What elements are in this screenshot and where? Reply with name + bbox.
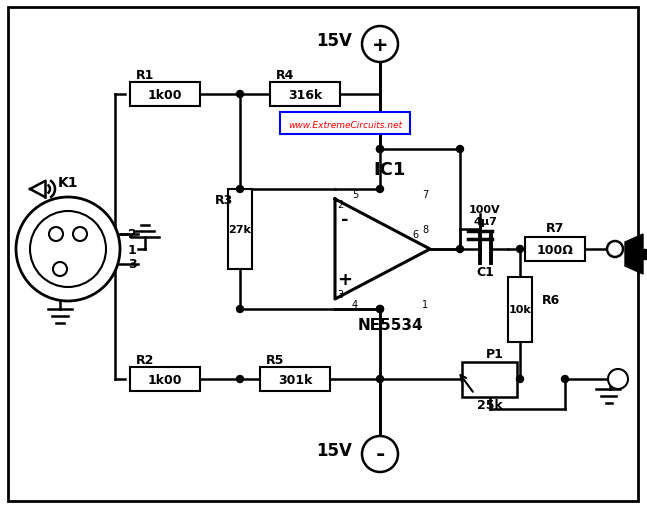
Text: 15V: 15V [316,441,352,459]
Circle shape [73,228,87,242]
Text: 2: 2 [128,228,137,241]
Circle shape [30,212,106,288]
Text: P1: P1 [486,347,504,360]
Circle shape [362,436,398,472]
Text: 1k00: 1k00 [148,373,182,386]
Text: www.ExtremeCircuits.net: www.ExtremeCircuits.net [288,120,402,129]
Circle shape [377,146,384,153]
Circle shape [377,146,384,153]
Text: -: - [375,444,385,464]
Text: K1: K1 [58,176,78,190]
Polygon shape [335,200,430,299]
Circle shape [608,369,628,389]
Text: 1: 1 [422,299,428,309]
Text: 1k00: 1k00 [148,89,182,101]
Circle shape [377,376,384,383]
Text: 4: 4 [352,299,358,309]
Text: R2: R2 [136,353,154,366]
Text: 2: 2 [337,200,343,210]
Bar [463,362,518,397]
Circle shape [237,306,243,313]
Bar [130,83,200,107]
Text: 5: 5 [352,190,358,200]
Text: IC1: IC1 [374,161,406,179]
Circle shape [53,263,67,276]
Text: C1: C1 [476,265,494,278]
Text: R1: R1 [136,68,154,81]
Polygon shape [643,249,647,260]
Text: R4: R4 [276,68,294,81]
Circle shape [516,246,523,253]
Text: 316k: 316k [288,89,322,101]
Text: R7: R7 [546,221,564,234]
Circle shape [362,27,398,63]
Text: 3: 3 [128,258,137,271]
Bar [270,83,340,107]
Circle shape [16,197,120,301]
Circle shape [377,306,384,313]
Circle shape [237,186,243,193]
Text: 100Ω: 100Ω [536,243,573,256]
Text: 3: 3 [337,290,343,299]
Circle shape [457,146,463,153]
Text: 1: 1 [128,243,137,256]
Bar [130,367,200,391]
Circle shape [237,376,243,383]
Text: 4μ7: 4μ7 [473,216,497,227]
Text: R5: R5 [266,353,284,366]
Bar [260,367,330,391]
Text: 8: 8 [422,224,428,235]
Text: 27k: 27k [228,224,252,235]
Circle shape [457,246,463,253]
Circle shape [562,376,569,383]
Circle shape [516,376,523,383]
Bar [525,238,585,262]
Text: -: - [341,211,349,229]
Text: R6: R6 [542,293,560,306]
Circle shape [377,186,384,193]
Bar [508,277,532,342]
Text: 7: 7 [422,190,428,200]
Text: +: + [372,36,388,54]
Bar [228,190,252,269]
Text: NE5534: NE5534 [357,317,422,332]
Text: 301k: 301k [278,373,313,386]
Text: 15V: 15V [316,32,352,50]
Text: 6: 6 [412,230,418,240]
Text: +: + [338,270,353,289]
Text: 25k: 25k [477,398,503,411]
Circle shape [49,228,63,242]
Text: R3: R3 [215,193,233,206]
Text: 10k: 10k [509,304,531,315]
Circle shape [607,242,623,258]
Bar [280,113,410,135]
Polygon shape [625,235,643,274]
Circle shape [377,306,384,313]
Text: 100V: 100V [469,205,501,215]
Circle shape [237,91,243,98]
